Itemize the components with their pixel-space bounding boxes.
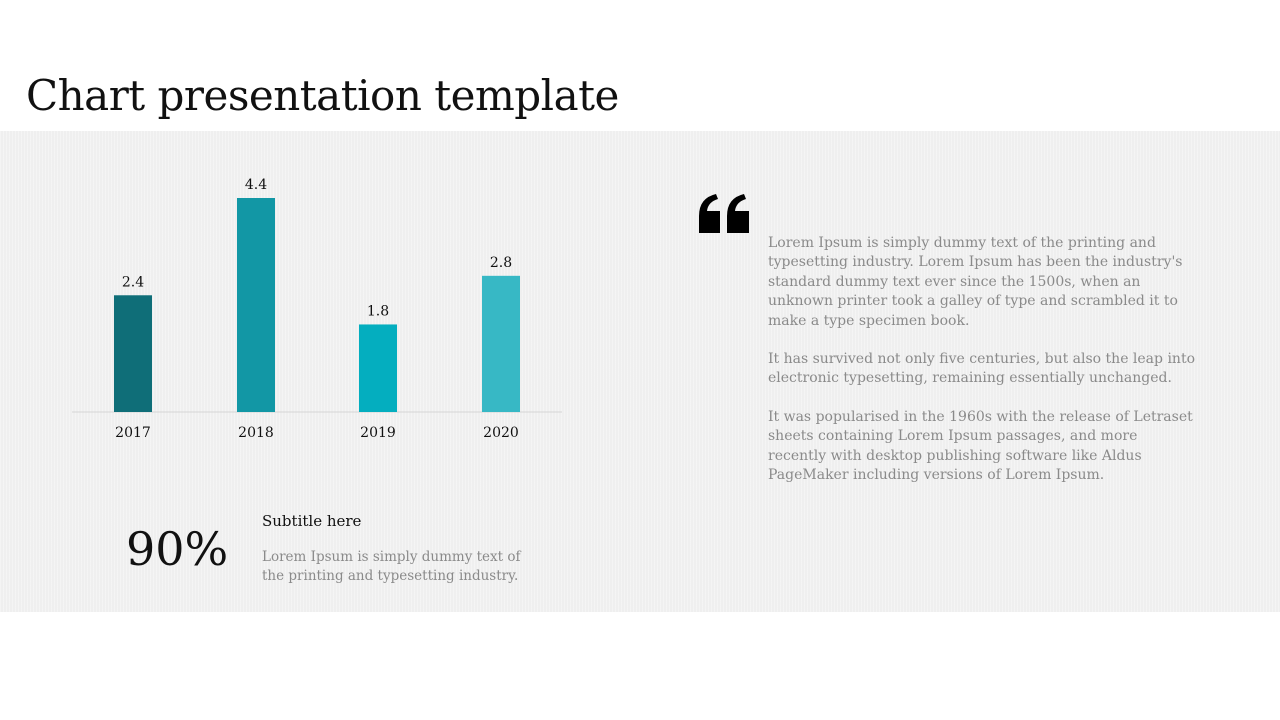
bar-2020 — [482, 275, 520, 412]
stat-value: 90% — [126, 522, 229, 576]
data-label-2019: 1.8 — [367, 303, 389, 319]
quote-paragraph-1: Lorem Ipsum is simply dummy text of the … — [768, 235, 1183, 329]
stat-description: Lorem Ipsum is simply dummy text of the … — [262, 549, 521, 584]
quote-icon — [699, 194, 749, 233]
bar-2019 — [359, 324, 397, 412]
x-tick-label-2018: 2018 — [238, 425, 274, 441]
content-band — [0, 131, 1280, 612]
quote-paragraph-2: It has survived not only five centuries,… — [768, 351, 1195, 387]
stat-subtitle: Subtitle here — [262, 512, 362, 530]
x-tick-label-2020: 2020 — [483, 425, 519, 441]
bar-2017 — [114, 295, 152, 412]
x-tick-label-2019: 2019 — [360, 425, 396, 441]
x-tick-label-2017: 2017 — [115, 425, 151, 441]
data-label-2020: 2.8 — [490, 255, 512, 271]
data-label-2018: 4.4 — [245, 177, 267, 193]
quote-paragraph-3: It was popularised in the 1960s with the… — [768, 408, 1193, 484]
data-label-2017: 2.4 — [122, 274, 144, 290]
quote-text: Lorem Ipsum is simply dummy text of the … — [768, 234, 1198, 504]
page-title: Chart presentation template — [26, 71, 619, 120]
bar-2018 — [237, 198, 275, 412]
